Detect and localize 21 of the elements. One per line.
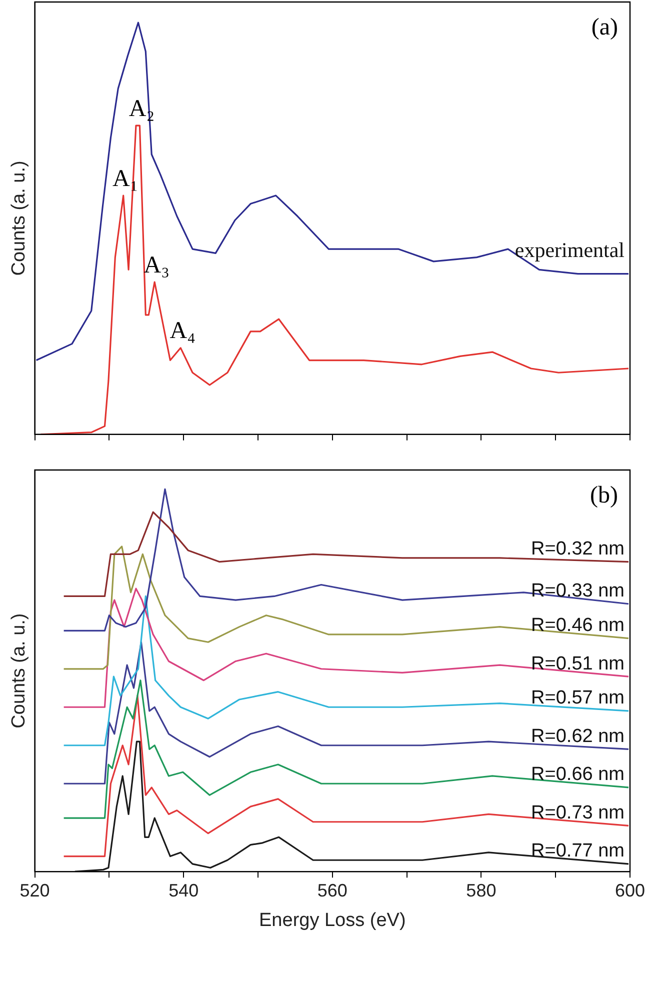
series-label: R=0.62 nm (531, 726, 625, 747)
x-tick-label: 540 (168, 880, 199, 900)
x-tick-label: 580 (466, 880, 496, 900)
series-label: R=0.51 nm (531, 653, 625, 674)
series-label: R=0.57 nm (531, 688, 625, 709)
annotation: (a) (591, 14, 618, 40)
x-tick-label: 560 (317, 880, 348, 900)
x-tick-label: 520 (20, 880, 50, 900)
series-label: R=0.46 nm (531, 615, 625, 636)
y-axis-title: Counts (a. u.) (8, 613, 30, 728)
series-label: R=0.32 nm (531, 538, 625, 560)
x-tick-label: 600 (614, 880, 646, 900)
x-axis-title: Energy Loss (eV) (259, 910, 406, 931)
series-label: R=0.73 nm (531, 802, 625, 824)
annotation: (b) (590, 482, 618, 508)
series-label: R=0.33 nm (531, 580, 625, 602)
annotation: A₄ (170, 318, 196, 344)
series-label: R=0.66 nm (531, 764, 625, 786)
y-axis-title: Counts (a. u.) (8, 160, 30, 276)
series-label: experimental (514, 238, 625, 262)
series-label: R=0.77 nm (531, 840, 625, 862)
